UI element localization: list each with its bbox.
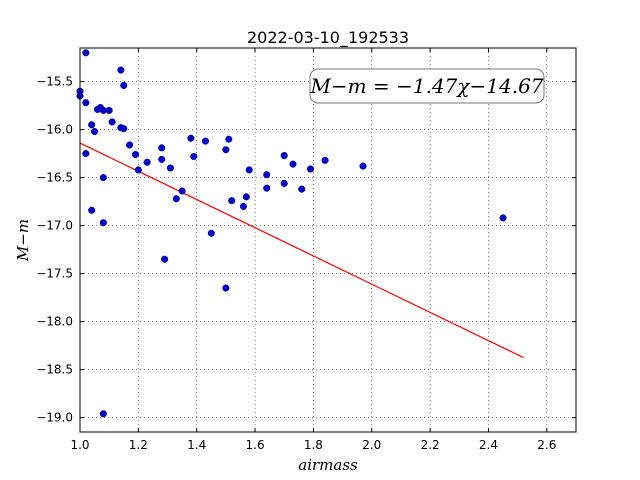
data-point [172,195,180,203]
data-point [321,156,329,164]
data-point [239,202,247,210]
x-axis-label: airmass [298,456,358,474]
fit-line [79,142,524,359]
y-tick-label: −19.0 [36,411,73,425]
data-points [76,49,507,418]
data-point [99,410,107,418]
plot-area [80,48,576,432]
y-tick-label: −18.5 [36,363,73,377]
data-point [263,171,271,179]
data-point [359,162,367,170]
data-point [134,166,142,174]
data-point [82,99,90,107]
data-point [280,179,288,187]
x-axis-ticks: 1.0 1.2 1.4 1.6 1.8 2.0 2.2 2.4 2.6 [70,48,556,452]
data-point [108,118,116,126]
data-point [245,166,253,174]
y-tick-label: −18.0 [36,315,73,329]
y-tick-label: −17.5 [36,267,73,281]
x-tick-label: 1.8 [304,438,323,452]
data-point [225,135,233,143]
data-point [99,219,107,227]
x-tick-label: 2.0 [362,438,381,452]
grid [80,48,576,432]
data-point [289,160,297,168]
data-point [161,255,169,263]
data-point [298,185,306,193]
x-tick-label: 2.2 [421,438,440,452]
x-tick-label: 2.4 [479,438,498,452]
data-point [117,66,125,74]
data-point [105,106,113,114]
chart-title: 2022-03-10_192533 [247,28,409,48]
y-axis-label: M−m [14,219,32,262]
data-point [201,137,210,145]
x-tick-label: 1.0 [70,438,89,452]
data-point [187,134,195,142]
data-point [120,125,128,133]
y-tick-label: −16.5 [36,171,73,185]
data-point [131,151,139,159]
annotation-box [309,68,545,104]
y-tick-label: −15.5 [36,75,73,89]
x-tick-label: 1.4 [187,438,206,452]
data-point [228,197,236,205]
y-axis-ticks: −15.5 −16.0 −16.5 −17.0 −17.5 −18.0 −18.5 −19.0 [36,75,576,425]
data-point [158,155,166,163]
data-point [222,284,230,292]
data-point [158,144,166,152]
data-point [306,165,315,173]
data-point [178,187,186,195]
y-tick-label: −17.0 [36,219,73,233]
data-point [222,146,230,154]
plot-frame [79,47,577,433]
data-point [126,141,134,149]
data-point [166,164,174,172]
fit-equation-annotation: M−m = −1.47χ−14.67 [309,74,543,98]
x-tick-label: 1.6 [246,438,265,452]
data-point [91,127,99,136]
x-tick-label: 1.2 [129,438,148,452]
data-point [263,184,271,192]
y-tick-label: −16.0 [36,123,73,137]
data-point [143,158,151,166]
data-point [82,150,90,158]
data-point [120,81,128,89]
data-point [280,151,288,160]
data-point [499,214,507,222]
data-point [88,206,96,214]
data-point [88,121,96,129]
fit-line-group [79,142,524,359]
data-point [242,193,250,201]
x-tick-label: 2.6 [537,438,556,452]
data-point [190,152,198,161]
data-point [82,49,90,57]
data-point [207,229,215,237]
data-point [99,174,107,182]
